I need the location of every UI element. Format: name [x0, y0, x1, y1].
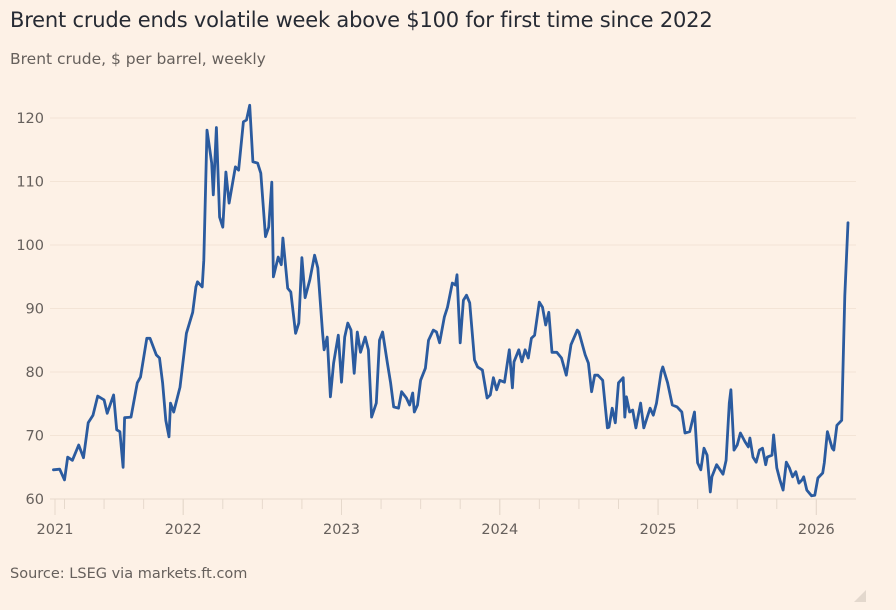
y-axis: 60 70 80 90 100 110 120 [16, 111, 44, 508]
series-layer [52, 103, 850, 498]
y-tick-label: 90 [26, 302, 44, 318]
chart-title: Brent crude ends volatile week above $10… [10, 8, 713, 32]
x-axis: 2021 2022 2023 2024 2025 2026 [37, 499, 835, 538]
x-tick-label: 2022 [165, 522, 202, 538]
source-note: Source: LSEG via markets.ft.com [10, 566, 248, 582]
resize-handle-icon [854, 590, 866, 602]
gridlines [50, 117, 856, 500]
x-tick-label: 2023 [323, 522, 360, 538]
y-tick-label: 60 [26, 492, 44, 508]
chart-subtitle: Brent crude, $ per barrel, weekly [10, 50, 266, 68]
y-tick-label: 120 [16, 111, 44, 127]
y-tick-label: 70 [26, 429, 44, 445]
y-tick-label: 100 [16, 238, 44, 254]
x-tick-label: 2025 [640, 522, 677, 538]
y-tick-label: 80 [26, 365, 44, 381]
x-tick-label: 2021 [37, 522, 74, 538]
x-tick-label: 2026 [798, 522, 835, 538]
series-line-brent [52, 103, 850, 498]
y-tick-label: 110 [16, 175, 44, 191]
x-tick-label: 2024 [481, 522, 518, 538]
